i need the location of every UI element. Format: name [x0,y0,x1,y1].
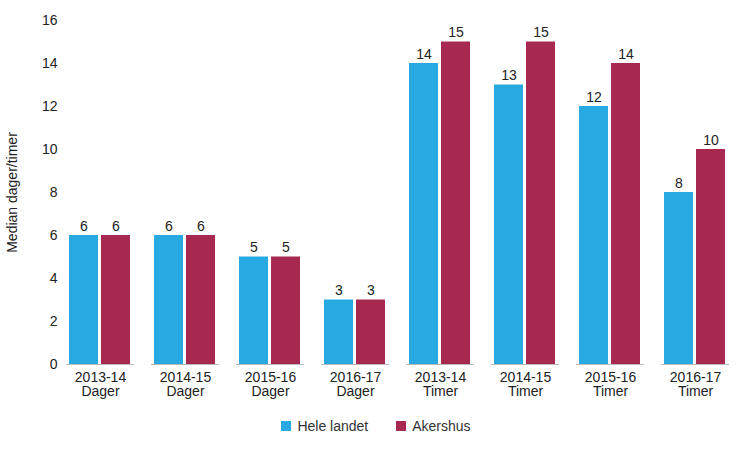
svg-text:2: 2 [50,313,58,329]
svg-text:12: 12 [586,89,602,105]
svg-text:2014-15Timer: 2014-15Timer [500,369,552,399]
svg-text:6: 6 [165,218,173,234]
svg-text:12: 12 [42,98,58,114]
svg-text:2016-17Dager: 2016-17Dager [330,369,382,399]
svg-text:4: 4 [50,270,58,286]
svg-text:6: 6 [80,218,88,234]
svg-text:10: 10 [703,132,719,148]
svg-text:2015-16Timer: 2015-16Timer [585,369,637,399]
svg-text:14: 14 [618,46,634,62]
svg-text:8: 8 [50,184,58,200]
svg-text:13: 13 [501,67,517,83]
svg-text:3: 3 [335,282,343,298]
svg-text:2016-17Timer: 2016-17Timer [670,369,722,399]
svg-text:3: 3 [367,282,375,298]
html-text:Hele landet: Hele landet [297,418,369,434]
svg-text:5: 5 [250,239,258,255]
svg-text:6: 6 [50,227,58,243]
svg-text:6: 6 [112,218,120,234]
svg-text:0: 0 [50,356,58,372]
svg-text:2013-14Timer: 2013-14Timer [415,369,467,399]
svg-text:8: 8 [675,175,683,191]
svg-text:2013-14Dager: 2013-14Dager [75,369,127,399]
svg-text:Median dager/timer: Median dager/timer [4,132,20,253]
svg-text:10: 10 [42,141,58,157]
svg-text:15: 15 [533,24,549,40]
svg-text:14: 14 [416,46,432,62]
svg-text:14: 14 [42,55,58,71]
html-text:Akershus: Akershus [412,418,471,434]
svg-text:6: 6 [197,218,205,234]
svg-text:15: 15 [448,24,464,40]
svg-text:2015-16Dager: 2015-16Dager [245,369,297,399]
svg-text:16: 16 [42,12,58,28]
svg-text:5: 5 [282,239,290,255]
svg-text:2014-15Dager: 2014-15Dager [160,369,212,399]
